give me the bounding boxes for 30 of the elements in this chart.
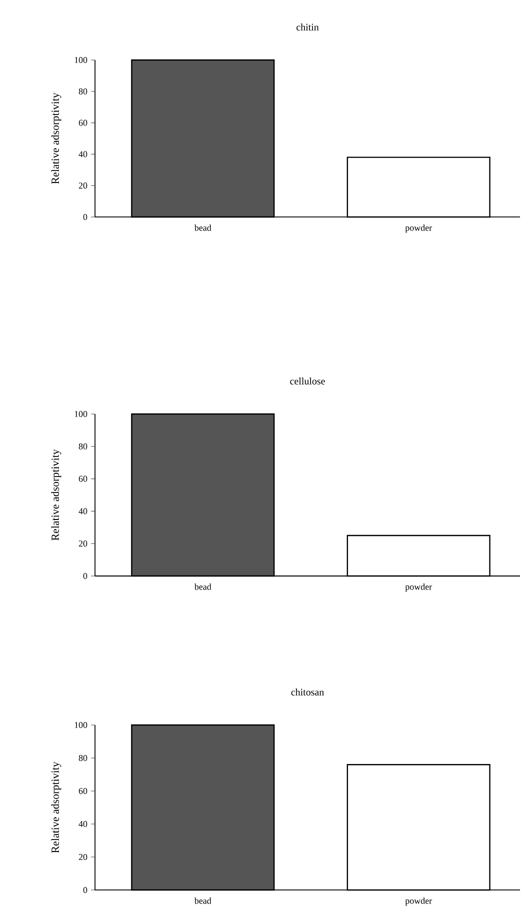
y-axis-title: Relative adsorptivity xyxy=(51,762,62,853)
y-tick-label: 60 xyxy=(78,788,88,794)
y-tick-label: 40 xyxy=(78,508,88,514)
y-tick-label: 0 xyxy=(83,214,88,220)
y-tick-label: 20 xyxy=(78,182,88,189)
y-tick-label: 100 xyxy=(74,722,88,728)
y-tick-label: 0 xyxy=(83,572,88,580)
y-tick-label: 80 xyxy=(78,754,88,762)
y-tick-label: 80 xyxy=(78,88,88,94)
chart-title: chitosan xyxy=(291,688,324,696)
y-tick-label: 100 xyxy=(74,56,88,64)
chart-title: chitin xyxy=(296,23,319,30)
x-tick-label: bead xyxy=(194,898,212,904)
y-tick-label: 40 xyxy=(78,820,88,828)
y-tick-label: 20 xyxy=(78,854,88,860)
y-tick-label: 60 xyxy=(78,120,88,126)
y-axis-title: Relative adsorptivity xyxy=(51,92,62,184)
x-tick-label: powder xyxy=(405,584,432,592)
y-tick-label: 100 xyxy=(74,410,88,418)
y-tick-label: 40 xyxy=(78,151,88,158)
x-tick-label: powder xyxy=(405,898,432,906)
x-tick-label: bead xyxy=(194,224,212,231)
x-tick-label: bead xyxy=(194,584,212,590)
y-tick-label: 0 xyxy=(83,886,88,894)
y-axis-title: Relative adsorptivity xyxy=(51,449,62,540)
y-tick-label: 80 xyxy=(78,443,88,450)
chart-title: cellulose xyxy=(290,377,325,384)
x-tick-label: powder xyxy=(405,224,432,233)
y-tick-label: 60 xyxy=(78,476,88,482)
y-tick-label: 20 xyxy=(78,540,88,547)
